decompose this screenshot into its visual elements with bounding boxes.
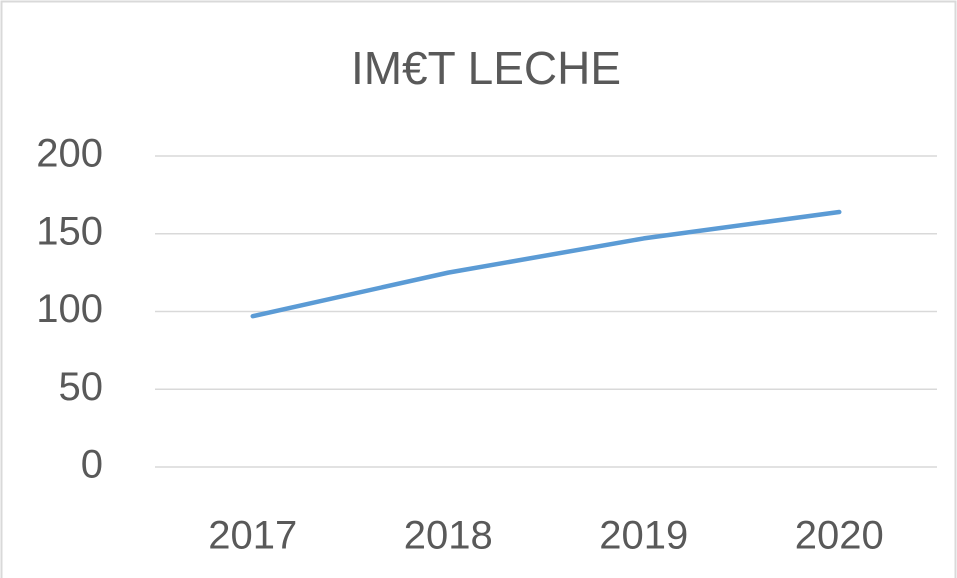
y-tick-label: 150: [36, 209, 103, 253]
x-tick-label: 2017: [208, 514, 297, 558]
y-tick-label: 0: [81, 443, 103, 487]
y-tick-label: 50: [59, 365, 104, 409]
x-tick-label: 2020: [795, 514, 884, 558]
chart-title: IM€T LECHE: [351, 42, 621, 94]
y-tick-label: 200: [36, 132, 103, 176]
y-tick-label: 100: [36, 287, 103, 331]
x-tick-label: 2018: [404, 514, 493, 558]
x-tick-label: 2019: [599, 514, 688, 558]
line-series: [250, 209, 842, 319]
